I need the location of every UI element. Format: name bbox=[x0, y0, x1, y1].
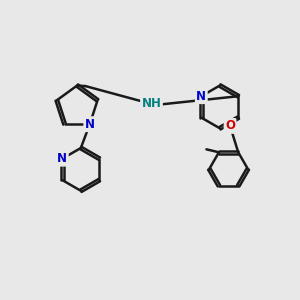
Text: N: N bbox=[85, 118, 95, 131]
Text: O: O bbox=[225, 119, 235, 132]
Text: NH: NH bbox=[142, 98, 161, 110]
Text: N: N bbox=[57, 152, 67, 165]
Text: N: N bbox=[196, 90, 206, 103]
